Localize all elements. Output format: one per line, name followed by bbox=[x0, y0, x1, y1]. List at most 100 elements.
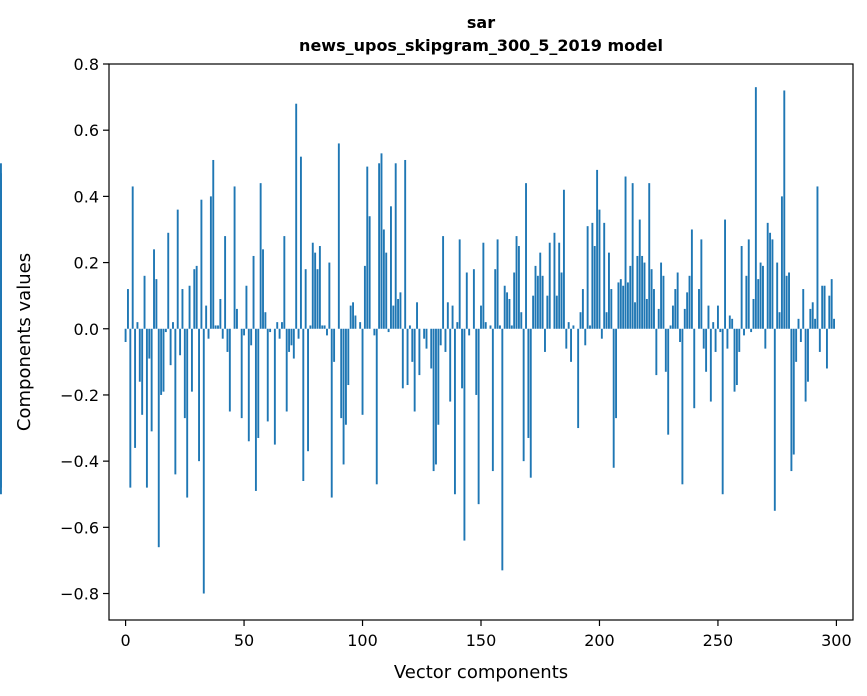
bar-237 bbox=[686, 292, 689, 329]
bar-136 bbox=[446, 302, 449, 329]
y-tick-label: 0.8 bbox=[74, 55, 99, 74]
bar-156 bbox=[494, 269, 497, 329]
bar-155 bbox=[491, 328, 494, 472]
bar-31 bbox=[198, 328, 200, 462]
bar-291 bbox=[814, 318, 817, 329]
bar-179 bbox=[548, 242, 551, 329]
bar-86 bbox=[328, 262, 331, 329]
bar-176 bbox=[541, 275, 544, 329]
bar-73 bbox=[297, 328, 300, 339]
bar-75 bbox=[302, 328, 305, 481]
bar-234 bbox=[679, 328, 681, 342]
bar-6 bbox=[138, 328, 141, 382]
bar-203 bbox=[605, 312, 608, 329]
bar-210 bbox=[622, 285, 625, 329]
bar-39 bbox=[217, 325, 219, 329]
bar-166 bbox=[517, 246, 520, 329]
bar-161 bbox=[506, 292, 509, 329]
bar-295 bbox=[823, 285, 826, 329]
bar-109 bbox=[382, 229, 385, 329]
bar-78 bbox=[309, 325, 312, 329]
bar-174 bbox=[536, 275, 539, 329]
bar-85 bbox=[326, 328, 328, 336]
bar-278 bbox=[783, 90, 786, 329]
bar-283 bbox=[795, 328, 798, 362]
bar-115 bbox=[397, 298, 400, 329]
bar-139 bbox=[453, 328, 456, 495]
bar-113 bbox=[392, 305, 395, 329]
bar-148 bbox=[475, 328, 478, 395]
bar-290 bbox=[811, 302, 814, 329]
bar-90 bbox=[337, 143, 340, 329]
bar-69 bbox=[288, 328, 291, 352]
bar-263 bbox=[747, 239, 750, 329]
bar-13 bbox=[155, 279, 158, 329]
bar-101 bbox=[363, 265, 366, 329]
bar-119 bbox=[406, 328, 409, 386]
bar-65 bbox=[278, 328, 281, 339]
bar-12 bbox=[153, 249, 155, 329]
bar-185 bbox=[562, 189, 565, 329]
bar-28 bbox=[190, 328, 193, 392]
bar-16 bbox=[162, 328, 165, 392]
bar-225 bbox=[657, 308, 660, 329]
y-tick-label: −0.2 bbox=[60, 386, 99, 405]
bar-17 bbox=[164, 328, 167, 333]
bar-254 bbox=[726, 328, 729, 349]
bar-63 bbox=[273, 328, 276, 445]
bar-114 bbox=[394, 163, 397, 329]
bar-173 bbox=[534, 265, 537, 329]
bar-169 bbox=[525, 183, 527, 329]
bar-5 bbox=[136, 322, 139, 329]
bar-198 bbox=[593, 246, 596, 329]
bar-97 bbox=[354, 315, 357, 329]
bar-133 bbox=[439, 328, 442, 346]
bar-289 bbox=[809, 308, 812, 329]
bar-183 bbox=[558, 242, 561, 329]
bar-3 bbox=[131, 186, 134, 329]
bar-189 bbox=[572, 325, 575, 329]
bar-9 bbox=[145, 328, 148, 488]
bar-223 bbox=[653, 289, 655, 329]
bar-99 bbox=[359, 322, 362, 329]
bar-80 bbox=[314, 252, 317, 329]
x-tick-label: 250 bbox=[703, 631, 734, 650]
bar-184 bbox=[560, 272, 563, 329]
bar-34 bbox=[205, 305, 208, 329]
bar-27 bbox=[188, 285, 191, 329]
bar-92 bbox=[342, 328, 345, 465]
bar-226 bbox=[660, 262, 663, 329]
bar-238 bbox=[688, 275, 691, 329]
bar-4 bbox=[134, 328, 137, 448]
bar-253 bbox=[724, 219, 726, 329]
bar-undefined bbox=[0, 295, 2, 329]
bar-154 bbox=[489, 325, 492, 329]
bar-192 bbox=[579, 312, 582, 329]
bar-25 bbox=[183, 328, 186, 419]
bar-149 bbox=[477, 328, 480, 505]
bar-58 bbox=[262, 249, 264, 329]
bar-167 bbox=[520, 312, 523, 329]
x-tick-label: 300 bbox=[821, 631, 852, 650]
bar-271 bbox=[766, 222, 769, 329]
x-tick-label: 0 bbox=[120, 631, 130, 650]
bar-258 bbox=[735, 328, 738, 386]
bar-18 bbox=[167, 232, 170, 329]
bar-246 bbox=[707, 305, 710, 329]
chart-subtitle: news_upos_skipgram_300_5_2019 model bbox=[299, 36, 663, 55]
bar-281 bbox=[790, 328, 793, 472]
bar-264 bbox=[750, 328, 753, 333]
bar-188 bbox=[570, 328, 572, 362]
bar-268 bbox=[759, 262, 762, 329]
bar-42 bbox=[224, 236, 227, 329]
bar-152 bbox=[484, 322, 487, 329]
bar-257 bbox=[733, 328, 736, 392]
bar-265 bbox=[752, 298, 755, 329]
bar-66 bbox=[281, 322, 283, 329]
bar-43 bbox=[226, 328, 229, 352]
bar-54 bbox=[252, 255, 255, 329]
bar-158 bbox=[499, 325, 501, 329]
plot-frame bbox=[108, 63, 854, 621]
bar-11 bbox=[150, 328, 153, 432]
bar-93 bbox=[344, 328, 347, 425]
